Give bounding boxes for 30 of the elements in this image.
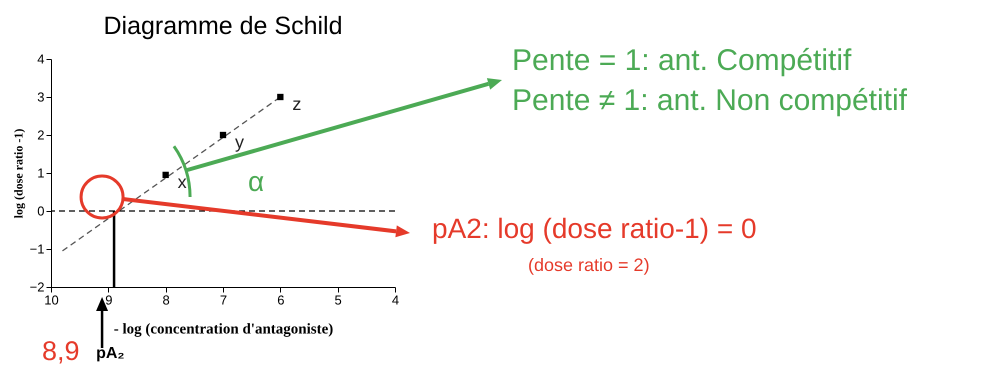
- y-tick-label: 1: [37, 166, 44, 180]
- x-axis-title: - log (concentration d'antagoniste): [114, 322, 334, 338]
- text: (dose ratio = 2): [528, 255, 650, 275]
- point: [162, 172, 169, 178]
- y-tick-label: 4: [37, 52, 44, 66]
- x-tick-label: 8: [162, 292, 170, 308]
- text: Pente = 1: ant. Compétitif: [512, 44, 852, 77]
- x-tick-label: 9: [105, 292, 112, 308]
- point: [220, 132, 226, 138]
- y-axis-title: log (dose ratio -1): [12, 128, 26, 218]
- text: 8,9: [42, 336, 80, 366]
- data-label: x: [178, 172, 187, 192]
- x-tick-label: 5: [334, 292, 342, 308]
- y-tick-label: −1: [30, 242, 44, 256]
- y-tick-label: 0: [37, 204, 44, 218]
- data-label: z: [292, 94, 302, 114]
- x-tick-label: 10: [44, 292, 59, 308]
- x-tick-label: 7: [220, 292, 228, 308]
- y-tick-label: −2: [30, 280, 44, 294]
- text: pA2: log (dose ratio-1) = 0: [432, 213, 757, 244]
- annotation: α: [248, 166, 264, 197]
- y-tick-label: 2: [37, 128, 44, 142]
- x-tick-label: 4: [392, 292, 400, 308]
- x-tick-label: 6: [277, 292, 284, 308]
- ref-line-label: pA₂: [96, 345, 124, 362]
- text: Pente ≠ 1: ant. Non compétitif: [512, 84, 908, 117]
- point: [277, 94, 284, 100]
- data-label: y: [235, 132, 244, 152]
- chart-title: Diagramme de Schild: [104, 12, 342, 40]
- y-tick-label: 3: [37, 90, 44, 104]
